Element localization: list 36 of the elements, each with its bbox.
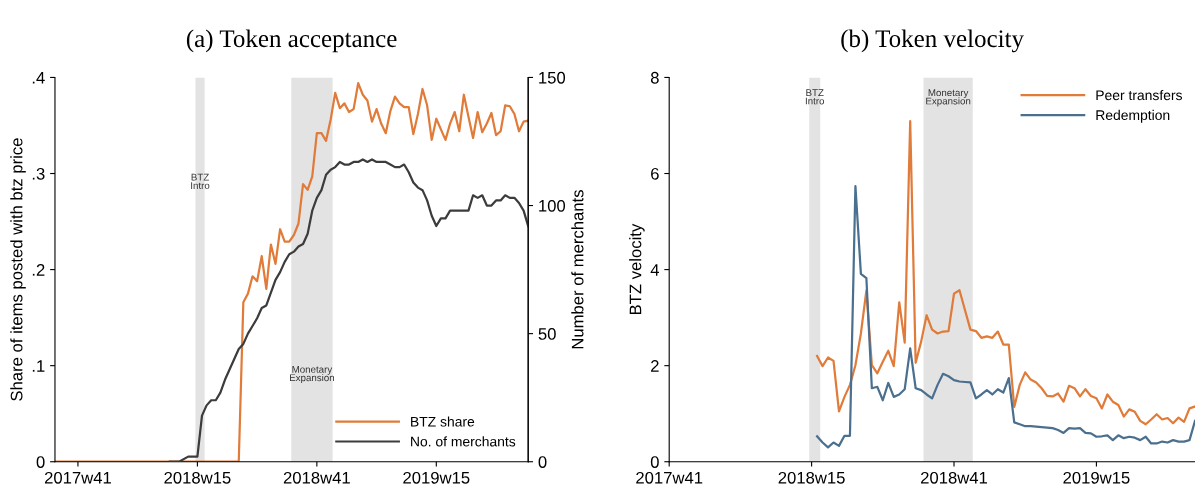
- legend-label: Redemption: [1096, 109, 1170, 123]
- line-series: [815, 184, 1195, 449]
- band-label: Monetary Expansion: [926, 89, 971, 107]
- legend-label: No. of merchants: [411, 436, 516, 447]
- y2-axis-title: Number of merchants: [571, 190, 584, 349]
- y-tick-label: .2: [32, 263, 45, 276]
- y-tick-label: 2: [651, 360, 659, 372]
- y2-tick-label: 0: [538, 456, 547, 468]
- y-tick-label: .4: [32, 72, 45, 84]
- y-tick-label: 4: [650, 264, 659, 276]
- y-tick-label: 6: [651, 167, 659, 180]
- band-label: BTZ Intro: [805, 89, 825, 105]
- y-tick-label: .3: [32, 167, 45, 180]
- y-axis-title: BTZ velocity: [629, 223, 645, 315]
- y-tick-label: .1: [32, 360, 45, 372]
- y-tick-label: 0: [650, 456, 659, 468]
- x-tick-label: 2018w41: [921, 471, 988, 484]
- legend-label: Peer transfers: [1096, 89, 1182, 101]
- band-label: BTZ Intro: [191, 173, 210, 190]
- y2-tick-label: 150: [539, 71, 566, 84]
- x-tick-label: 2018w41: [283, 471, 350, 484]
- x-tick-label: 2019w15: [1063, 471, 1130, 484]
- chart-title: (a) Token acceptance: [186, 29, 397, 53]
- x-tick-label: 2017w41: [44, 471, 111, 484]
- x-tick-label: 2019w15: [403, 471, 470, 484]
- x-tick-label: 2018w15: [778, 471, 845, 484]
- band-label: Monetary Expansion: [290, 366, 334, 384]
- y2-tick-label: 50: [538, 328, 556, 340]
- legend-label: BTZ share: [411, 416, 475, 427]
- chart-title: (b) Token velocity: [841, 29, 1024, 53]
- x-tick-label: 2018w15: [164, 471, 231, 484]
- x-tick-label: 2017w41: [636, 471, 703, 484]
- y-tick-label: 0: [36, 456, 45, 468]
- y-axis-title: Share of items posted with btz price: [10, 138, 26, 401]
- y2-tick-label: 100: [539, 199, 566, 212]
- y-tick-label: 8: [650, 71, 659, 84]
